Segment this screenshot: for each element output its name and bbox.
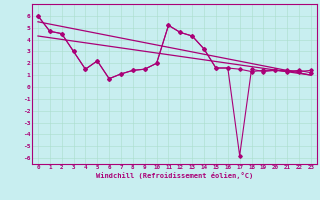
X-axis label: Windchill (Refroidissement éolien,°C): Windchill (Refroidissement éolien,°C): [96, 172, 253, 179]
